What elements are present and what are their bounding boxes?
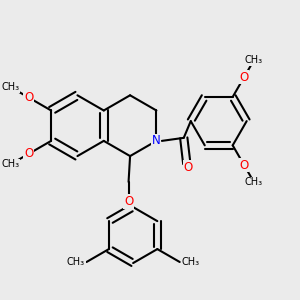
Text: CH₃: CH₃ bbox=[181, 257, 200, 267]
Text: CH₃: CH₃ bbox=[245, 55, 263, 65]
Text: O: O bbox=[24, 91, 33, 104]
Text: CH₃: CH₃ bbox=[1, 159, 20, 170]
Text: O: O bbox=[184, 161, 193, 174]
Text: O: O bbox=[24, 147, 33, 160]
Text: CH₃: CH₃ bbox=[67, 257, 85, 267]
Text: CH₃: CH₃ bbox=[245, 177, 263, 187]
Text: CH₃: CH₃ bbox=[1, 82, 20, 92]
Text: O: O bbox=[124, 195, 133, 208]
Text: O: O bbox=[239, 159, 249, 172]
Text: O: O bbox=[239, 71, 249, 84]
Text: N: N bbox=[152, 134, 161, 147]
